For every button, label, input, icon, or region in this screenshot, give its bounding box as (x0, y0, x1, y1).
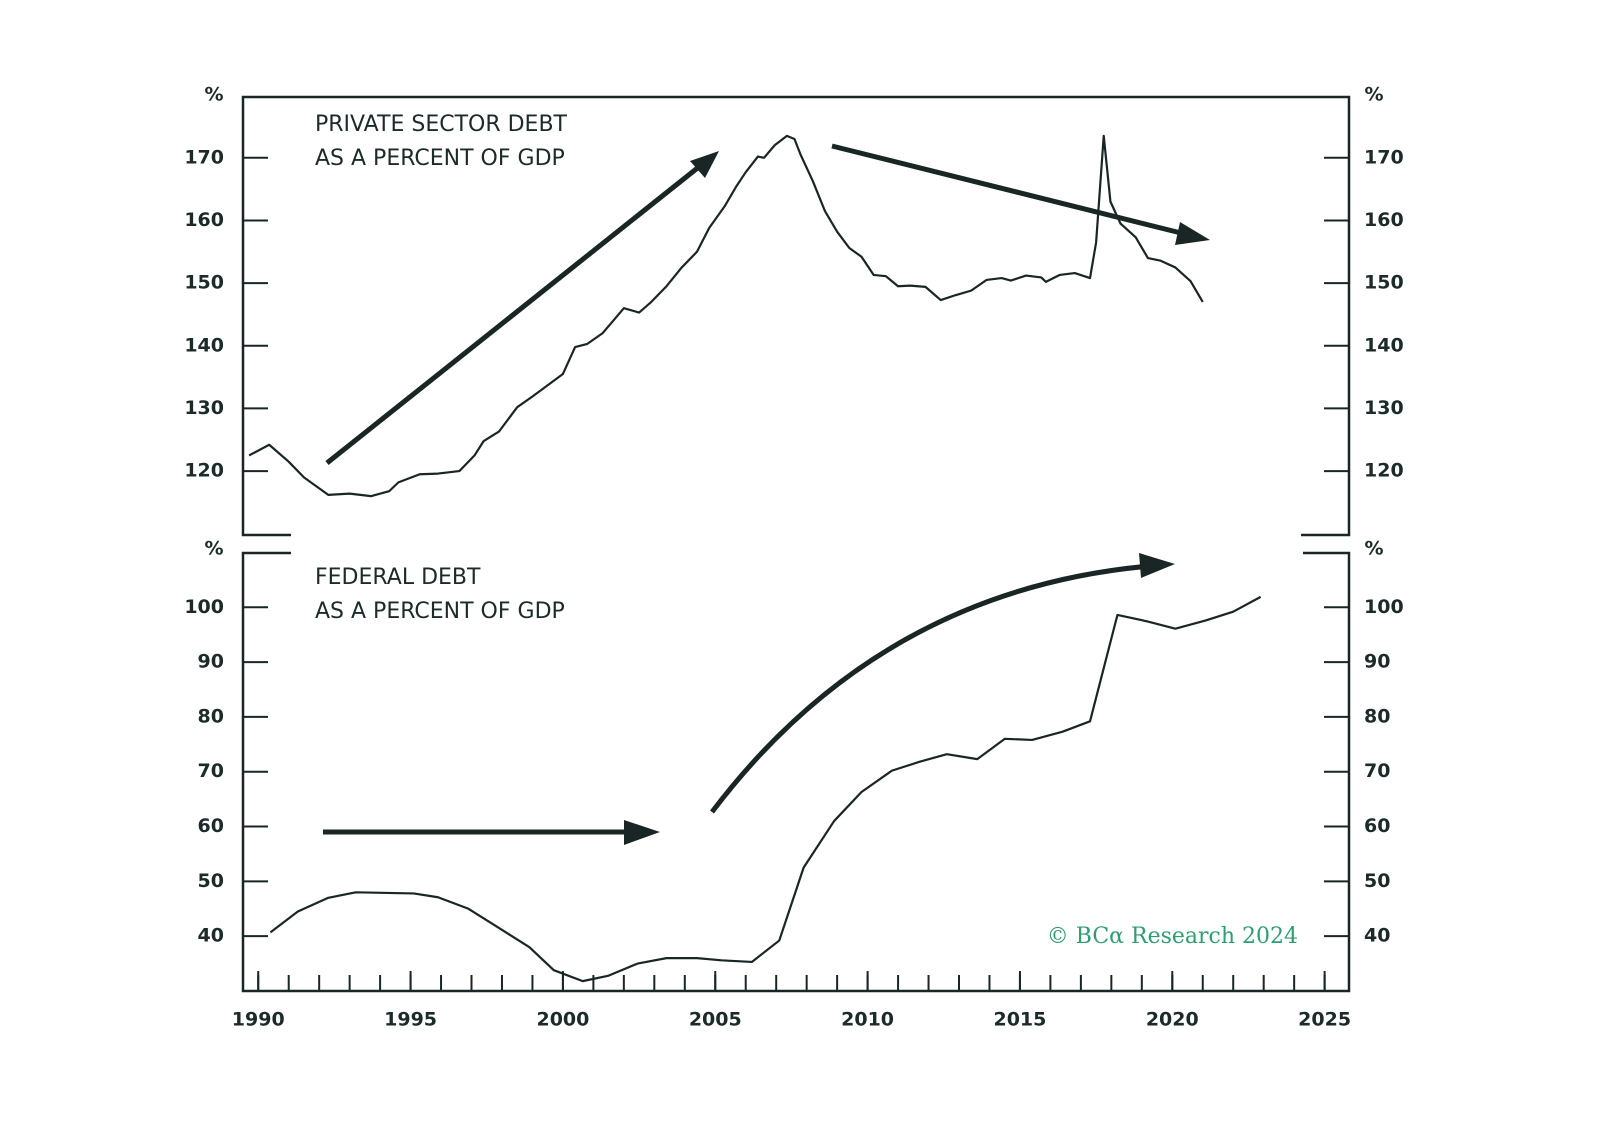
y2-axis-label: % (1364, 538, 1383, 560)
y-tick-label: 60 (198, 815, 224, 837)
chart-title: PRIVATE SECTOR DEBT (315, 112, 568, 137)
y-tick-label: 50 (198, 870, 224, 892)
x-tick-label: 2025 (1298, 1009, 1351, 1031)
x-tick-label: 2005 (689, 1009, 742, 1031)
y2-tick-label: 40 (1364, 925, 1390, 947)
y-axis-label: % (204, 84, 223, 106)
y-tick-label: 150 (184, 272, 224, 294)
y2-tick-label: 160 (1364, 209, 1404, 231)
x-tick-label: 1995 (384, 1009, 437, 1031)
y2-tick-label: 120 (1364, 460, 1404, 482)
y-tick-label: 100 (184, 596, 224, 618)
y-tick-label: 120 (184, 460, 224, 482)
arrows (323, 143, 1210, 845)
chart-title: FEDERAL DEBT (315, 565, 481, 590)
line (248, 134, 1204, 498)
x-tick-label: 2015 (993, 1009, 1046, 1031)
y2-tick-label: 70 (1364, 760, 1390, 782)
y2-tick-label: 90 (1364, 651, 1390, 673)
y-tick-label: 80 (198, 705, 224, 727)
y-tick-label: 90 (198, 651, 224, 673)
y-tick-label: 140 (184, 334, 224, 356)
x-tick-label: 1990 (232, 1009, 285, 1031)
y-tick-label: 70 (198, 760, 224, 782)
x-tick-label: 2000 (536, 1009, 589, 1031)
y2-tick-label: 150 (1364, 272, 1404, 294)
y-tick-label: 130 (184, 397, 224, 419)
chart-title: AS A PERCENT OF GDP (315, 599, 565, 624)
arrow-head (690, 151, 719, 178)
arrow (710, 563, 1151, 814)
top-frame (241, 95, 1351, 537)
y2-tick-label: 60 (1364, 815, 1390, 837)
y-tick-label: 40 (198, 925, 224, 947)
frames (241, 95, 1351, 993)
arrow (831, 143, 1186, 237)
y2-tick-label: 130 (1364, 397, 1404, 419)
x-tick-label: 2020 (1146, 1009, 1199, 1031)
y2-tick-label: 80 (1364, 705, 1390, 727)
y-tick-label: 160 (184, 209, 224, 231)
y-axis-label: % (204, 538, 223, 560)
source: © BCα Research 2024 (1047, 924, 1298, 949)
y2-axis-label: % (1364, 84, 1383, 106)
y2-tick-label: 140 (1364, 334, 1404, 356)
y2-tick-label: 50 (1364, 870, 1390, 892)
line (269, 595, 1262, 983)
arrow-head (1139, 553, 1175, 578)
chart-title: AS A PERCENT OF GDP (315, 146, 565, 171)
y-tick-label: 170 (184, 146, 224, 168)
bottom-frame (241, 551, 1351, 993)
x-tick-label: 2010 (841, 1009, 894, 1031)
y2-tick-label: 100 (1364, 596, 1404, 618)
arrow (325, 164, 702, 465)
y2-tick-label: 170 (1364, 146, 1404, 168)
arrow-head (624, 820, 660, 845)
arrow-head (1175, 222, 1210, 245)
